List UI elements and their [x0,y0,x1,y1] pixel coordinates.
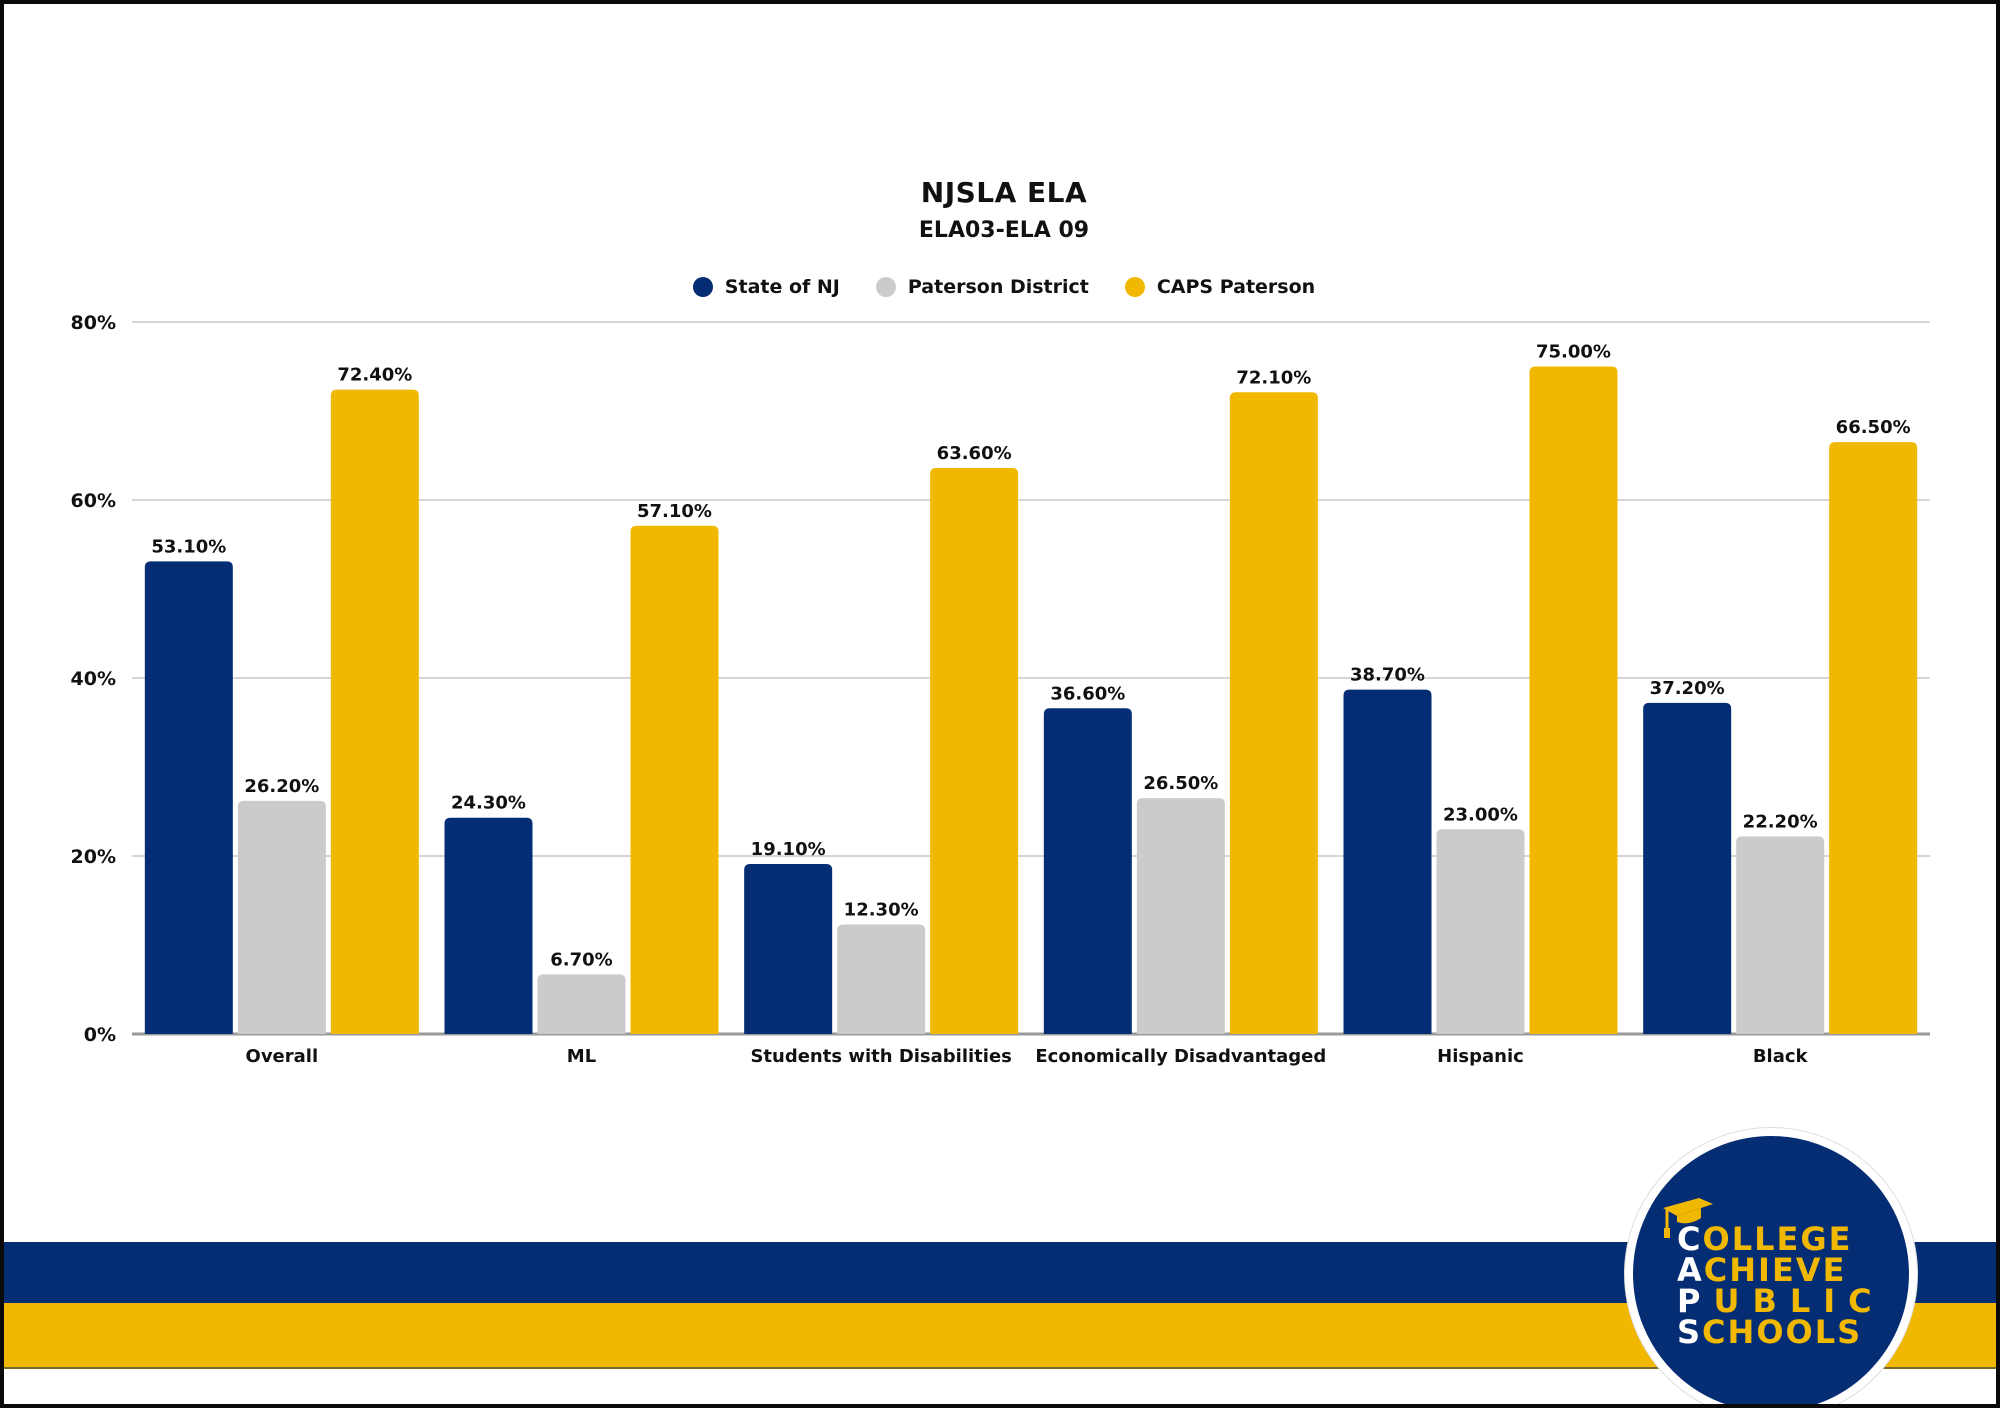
logo-word: CHOOLS [1702,1313,1863,1351]
data-label: 57.10% [637,501,712,522]
graduation-cap-icon [1663,1198,1713,1238]
bar-caps-paterson [1829,442,1918,1034]
legend-label-caps: CAPS Paterson [1156,276,1316,298]
data-label: 19.10% [751,839,826,860]
bar-caps-paterson [630,525,719,1034]
bar-paterson-district [237,800,326,1034]
data-label: 12.30% [844,900,919,921]
chart-subtitle: ELA03-ELA 09 [918,218,1090,243]
data-label: 72.40% [337,365,412,386]
data-label: 23.00% [1443,804,1518,825]
legend-swatch-district [875,277,896,297]
legend-label-state: State of NJ [724,276,840,298]
data-label: 37.20% [1650,678,1725,699]
data-label: 66.50% [1836,417,1911,438]
legend-swatch-state [692,277,713,297]
data-label: 38.70% [1350,665,1425,686]
data-label: 26.20% [244,776,319,797]
x-tick-label: Students with Disabilities [750,1046,1011,1067]
logo-initial: P [1677,1282,1714,1320]
x-tick-label: Hispanic [1437,1046,1524,1067]
bar-caps-paterson [1529,366,1618,1034]
data-label: 22.20% [1743,811,1818,832]
x-tick-label: ML [567,1046,596,1067]
bar-paterson-district [1736,836,1825,1034]
x-tick-label: Economically Disadvantaged [1035,1046,1326,1067]
logo-line: PUBLIC [1677,1285,1885,1317]
logo-wordmark: COLLEGE ACHIEVE PUBLIC SCHOOLS [1677,1223,1885,1348]
data-label: 6.70% [550,949,612,970]
y-tick-label: 60% [71,490,116,512]
bar-paterson-district [837,924,926,1034]
data-label: 72.10% [1236,367,1311,388]
legend-swatch-caps [1124,277,1145,297]
logo-word: UBLIC [1713,1282,1885,1320]
logo-initial: A [1677,1251,1704,1289]
y-tick-label: 40% [71,668,116,690]
logo-line: COLLEGE [1677,1223,1885,1255]
bar-state-of-nj [1343,689,1432,1034]
data-label: 63.60% [937,443,1012,464]
bar-caps-paterson [930,467,1019,1035]
logo-line: ACHIEVE [1677,1254,1885,1286]
bar-state-of-nj [1043,708,1132,1034]
bar-paterson-district [1436,829,1525,1034]
logo-word: OLLEGE [1702,1220,1853,1258]
legend-label-district: Paterson District [907,276,1089,298]
logo-initial: S [1677,1313,1703,1351]
data-label: 24.30% [451,793,526,814]
legend-item-caps: CAPS Paterson [1124,276,1316,298]
y-tick-label: 20% [71,846,116,868]
logo-initial: C [1677,1220,1703,1258]
legend-item-state: State of NJ [692,276,840,298]
y-tick-label: 80% [71,312,116,334]
chart-legend: State of NJ Paterson District CAPS Pater… [4,276,1996,298]
logo-line: SCHOOLS [1677,1316,1885,1348]
bar-paterson-district [537,974,626,1034]
chart-title: NJSLA ELA [920,176,1088,209]
bar-state-of-nj [144,561,233,1034]
legend-item-district: Paterson District [875,276,1089,298]
data-label: 26.50% [1143,773,1218,794]
bar-state-of-nj [444,817,533,1034]
data-label: 36.60% [1050,683,1125,704]
logo-word: CHIEVE [1703,1251,1847,1289]
x-tick-label: Overall [246,1046,319,1067]
y-tick-label: 0% [84,1024,116,1046]
bar-state-of-nj [1643,702,1732,1034]
data-label: 53.10% [151,536,226,557]
data-label: 75.00% [1536,342,1611,363]
x-tick-label: Black [1753,1046,1809,1067]
bar-state-of-nj [744,864,833,1034]
caps-logo: COLLEGE ACHIEVE PUBLIC SCHOOLS [1625,1128,1917,1404]
bar-caps-paterson [1229,392,1318,1034]
bar-paterson-district [1136,798,1225,1034]
bar-caps-paterson [330,389,419,1034]
